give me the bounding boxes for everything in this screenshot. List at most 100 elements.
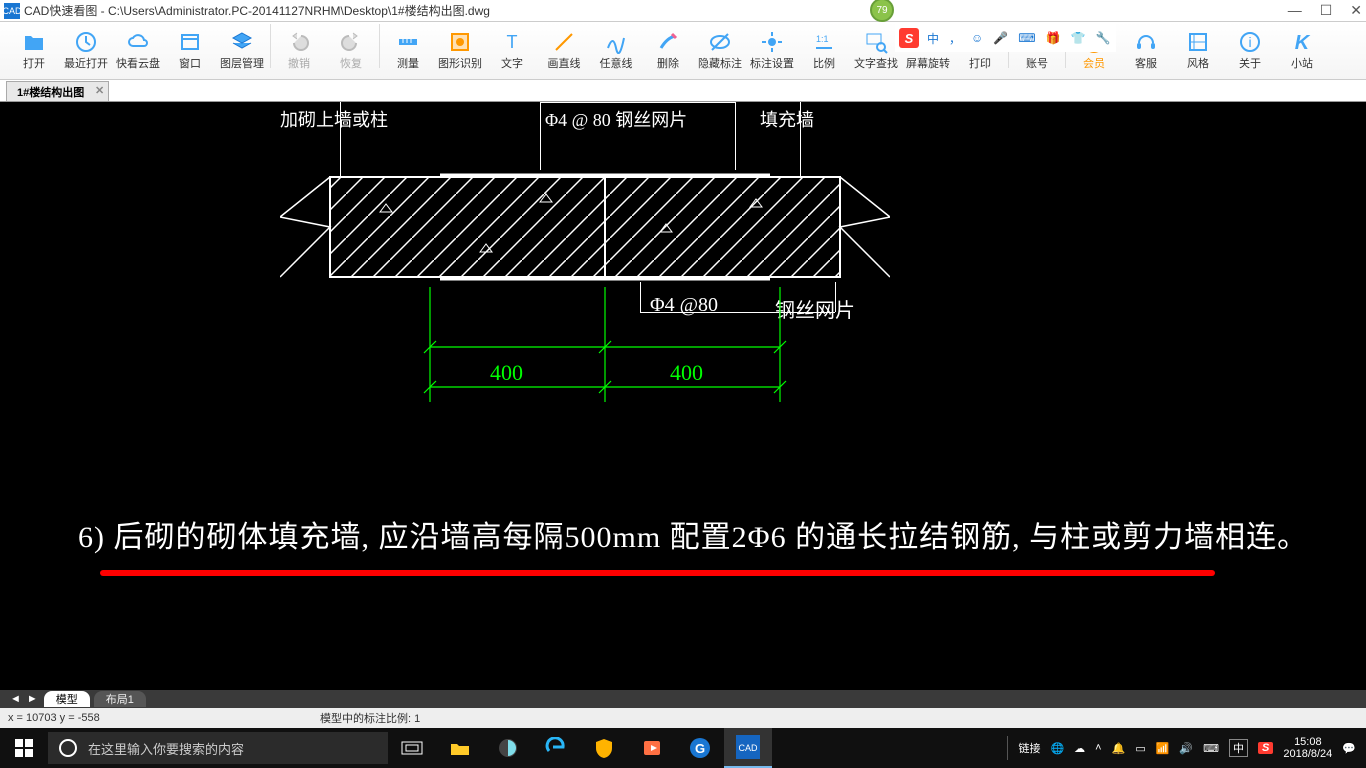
toolbar-label: 会员 xyxy=(1083,55,1105,71)
tray-ime[interactable]: 中 xyxy=(1229,739,1248,757)
rebar-label: Φ4 @80 xyxy=(650,294,718,317)
tab-model[interactable]: 模型 xyxy=(44,691,90,707)
minimize-button[interactable]: — xyxy=(1288,2,1302,19)
leader-line xyxy=(800,102,801,177)
system-tray: 链接 🌐 ☁ ˄ 🔔 ▭ 📶 🔊 ⌨ 中 S 15:08 2018/8/24 💬 xyxy=(1007,736,1366,760)
app-player[interactable] xyxy=(628,728,676,768)
app-browser1[interactable] xyxy=(484,728,532,768)
ime-keyboard-icon[interactable]: ⌨ xyxy=(1016,31,1037,45)
ime-emoji-icon[interactable]: ☺ xyxy=(969,31,985,45)
toolbar-free-button[interactable]: 任意线 xyxy=(590,24,642,78)
toolbar-label: 画直线 xyxy=(548,55,581,71)
tray-notifications-icon[interactable]: 💬 xyxy=(1342,742,1356,755)
ime-toolbar[interactable]: S 中 ， ☺ 🎤 ⌨ 🎁 👕 🔧 xyxy=(895,24,1116,52)
toolbar-undo-button[interactable]: 撤销 xyxy=(273,24,325,78)
close-button[interactable]: ✕ xyxy=(1350,2,1362,19)
toolbar-label: 打印 xyxy=(969,55,991,71)
toolbar-line-button[interactable]: 画直线 xyxy=(538,24,590,78)
status-bar: x = 10703 y = -558 模型中的标注比例: 1 xyxy=(0,708,1366,728)
leader-line xyxy=(640,282,641,312)
start-button[interactable] xyxy=(0,728,48,768)
document-tab[interactable]: 1#楼结构出图 ✕ xyxy=(6,81,109,101)
tray-up-icon[interactable]: ˄ xyxy=(1095,742,1101,754)
tray-battery-icon[interactable]: ▭ xyxy=(1135,742,1145,755)
ime-settings-icon[interactable]: 🔧 xyxy=(1093,31,1112,45)
toolbar-set-button[interactable]: 标注设置 xyxy=(746,24,798,78)
maximize-button[interactable]: ☐ xyxy=(1320,2,1333,19)
tray-volume-icon[interactable]: 🔊 xyxy=(1179,742,1193,755)
toolbar-label: 窗口 xyxy=(179,55,201,71)
dim-text: 400 xyxy=(490,360,523,386)
delete-icon xyxy=(656,31,680,53)
ime-mic-icon[interactable]: 🎤 xyxy=(991,31,1010,45)
tab-prev-icon[interactable]: ◄ xyxy=(10,693,21,705)
app-edge[interactable] xyxy=(532,728,580,768)
toolbar-label: 小站 xyxy=(1291,55,1313,71)
tab-layout1[interactable]: 布局1 xyxy=(94,691,146,707)
app-g[interactable]: G xyxy=(676,728,724,768)
scale-icon: 1:1 xyxy=(812,31,836,53)
app-cad[interactable]: CAD xyxy=(724,728,772,768)
ime-lang[interactable]: 中 xyxy=(925,30,941,47)
toolbar-window-button[interactable]: 窗口 xyxy=(164,24,216,78)
toolbar-label: 图形识别 xyxy=(438,55,482,71)
tab-next-icon[interactable]: ► xyxy=(27,693,38,705)
toolbar-delete-button[interactable]: 删除 xyxy=(642,24,694,78)
taskbar-apps: G CAD xyxy=(388,728,772,768)
tray-sogou-icon[interactable]: S xyxy=(1258,742,1273,754)
toolbar-shape-button[interactable]: 图形识别 xyxy=(434,24,486,78)
app-icon: CAD xyxy=(4,3,20,19)
windows-icon xyxy=(15,739,33,757)
toolbar-scale-button[interactable]: 1:1 比例 xyxy=(798,24,850,78)
toolbar-open-button[interactable]: 打开 xyxy=(8,24,60,78)
svg-text:1:1: 1:1 xyxy=(816,34,829,44)
toolbar-label: 文字 xyxy=(501,55,523,71)
taskview-button[interactable] xyxy=(388,728,436,768)
toolbar-measure-button[interactable]: 测量 xyxy=(382,24,434,78)
ime-punct[interactable]: ， xyxy=(947,30,963,47)
app-security[interactable] xyxy=(580,728,628,768)
scale-readout: 模型中的标注比例: 1 xyxy=(320,710,420,726)
ime-gift-icon[interactable]: 🎁 xyxy=(1044,31,1063,45)
tray-clock[interactable]: 15:08 2018/8/24 xyxy=(1283,736,1332,760)
title-bar: CAD CAD快速看图 - C:\Users\Administrator.PC-… xyxy=(0,0,1366,22)
tray-keyboard-icon[interactable]: ⌨ xyxy=(1203,742,1219,755)
toolbar-label: 文字查找 xyxy=(854,55,898,71)
taskbar-search[interactable]: 在这里输入你要搜索的内容 xyxy=(48,732,388,764)
document-tabstrip: 1#楼结构出图 ✕ xyxy=(0,80,1366,102)
toolbar-service-button[interactable]: 客服 xyxy=(1120,24,1172,78)
toolbar-label: 撤销 xyxy=(288,55,310,71)
toolbar-about-button[interactable]: i关于 xyxy=(1224,24,1276,78)
toolbar-label: 关于 xyxy=(1239,55,1261,71)
tray-link-label[interactable]: 链接 xyxy=(1018,740,1040,756)
toolbar-recent-button[interactable]: 最近打开 xyxy=(60,24,112,78)
leader-hline xyxy=(540,102,735,103)
toolbar-layer-button[interactable]: 图层管理 xyxy=(216,24,268,78)
toolbar-redo-button[interactable]: 恢复 xyxy=(325,24,377,78)
toolbar-hide-button[interactable]: 隐藏标注 xyxy=(694,24,746,78)
layout-tabstrip: ◄ ► 模型 布局1 xyxy=(0,690,1366,708)
toolbar-cloud-button[interactable]: 快看云盘 xyxy=(112,24,164,78)
leader-line xyxy=(540,102,541,170)
toolbar-label: 比例 xyxy=(813,55,835,71)
toolbar-text-button[interactable]: T 文字 xyxy=(486,24,538,78)
window-title: CAD快速看图 - C:\Users\Administrator.PC-2014… xyxy=(24,2,1288,19)
tray-globe-icon[interactable]: 🌐 xyxy=(1050,742,1064,755)
cloud-icon xyxy=(126,31,150,53)
drawing-canvas[interactable]: 加砌上墙或柱Φ4 @ 80 钢丝网片填充墙 Φ4 @80 钢丝网片 xyxy=(0,102,1366,690)
toolbar-label: 任意线 xyxy=(600,55,633,71)
tray-cloud-icon[interactable]: ☁ xyxy=(1074,742,1085,755)
ime-skin-icon[interactable]: 👕 xyxy=(1069,31,1088,45)
toolbar-station-button[interactable]: K小站 xyxy=(1276,24,1328,78)
tray-bell-icon[interactable]: 🔔 xyxy=(1112,742,1126,755)
tab-close-icon[interactable]: ✕ xyxy=(95,84,104,97)
toolbar-style-button[interactable]: 风格 xyxy=(1172,24,1224,78)
toolbar-label: 风格 xyxy=(1187,55,1209,71)
tray-network-icon[interactable]: 📶 xyxy=(1156,742,1170,755)
toolbar-label: 屏幕旋转 xyxy=(906,55,950,71)
sogou-icon[interactable]: S xyxy=(899,28,919,48)
svg-text:T: T xyxy=(507,32,518,52)
app-explorer[interactable] xyxy=(436,728,484,768)
text-icon: T xyxy=(500,31,524,53)
note-underline xyxy=(100,570,1215,576)
